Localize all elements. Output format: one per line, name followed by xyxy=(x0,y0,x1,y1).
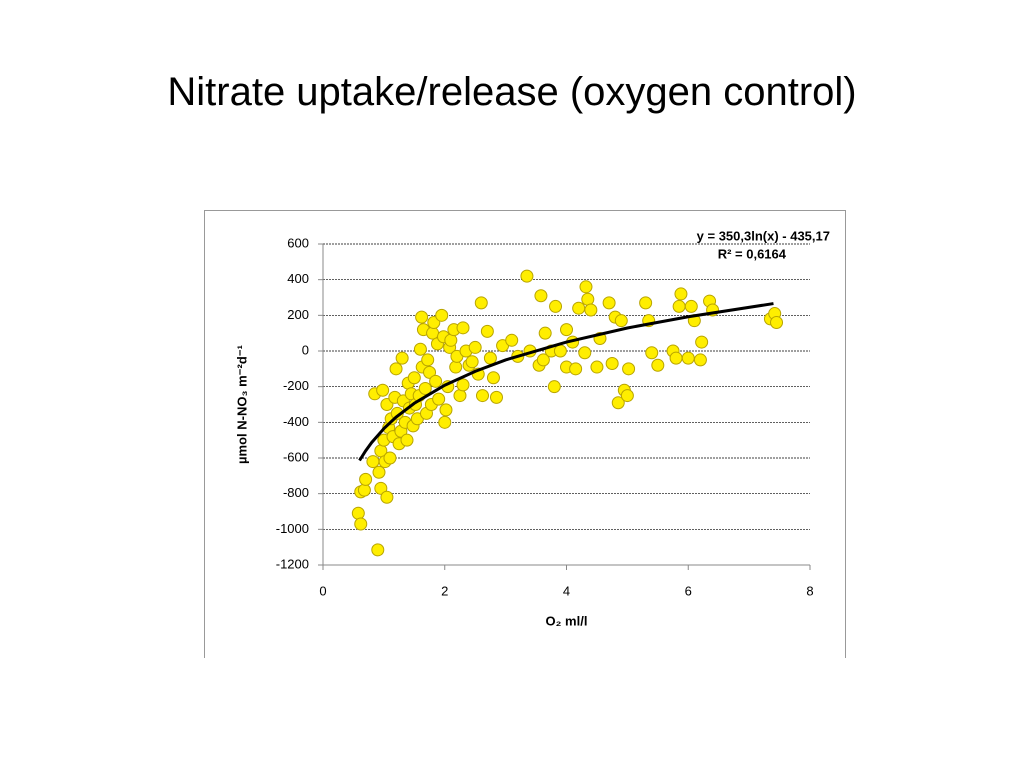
data-point xyxy=(547,380,561,394)
data-point xyxy=(374,481,388,495)
data-point xyxy=(620,389,634,403)
data-point xyxy=(553,344,567,358)
data-point xyxy=(584,303,598,317)
data-point xyxy=(366,455,380,469)
data-point xyxy=(520,269,534,283)
data-point xyxy=(549,299,563,313)
x-tick-label: 8 xyxy=(806,583,813,598)
y-tick-label: -400 xyxy=(283,414,309,429)
data-point xyxy=(383,451,397,465)
data-point xyxy=(474,296,488,310)
data-point xyxy=(681,351,695,365)
x-tick-label: 4 xyxy=(563,583,570,598)
data-point xyxy=(395,351,409,365)
y-tick-label: -1000 xyxy=(276,521,309,536)
data-point xyxy=(407,371,421,385)
data-point xyxy=(380,490,394,504)
data-point xyxy=(426,326,440,340)
slide-title: Nitrate uptake/release (oxygen control) xyxy=(167,70,857,114)
data-point xyxy=(489,390,503,404)
data-point xyxy=(645,346,659,360)
data-point xyxy=(468,340,482,354)
data-point xyxy=(371,543,385,557)
data-point xyxy=(770,315,784,329)
x-tick-label: 2 xyxy=(441,583,448,598)
data-point xyxy=(456,378,470,392)
data-point xyxy=(475,389,489,403)
data-point xyxy=(534,289,548,303)
data-point xyxy=(456,321,470,335)
data-point xyxy=(421,353,435,367)
data-point xyxy=(560,323,573,337)
data-point xyxy=(432,392,446,406)
y-axis-label: µmol N-NO₃ m⁻²d⁻¹ xyxy=(234,345,249,464)
data-point xyxy=(611,396,625,410)
data-point xyxy=(376,383,390,397)
data-point xyxy=(480,324,494,338)
data-point xyxy=(693,353,707,367)
y-tick-label: -200 xyxy=(283,378,309,393)
data-point xyxy=(423,365,437,379)
data-point xyxy=(354,517,368,531)
data-point xyxy=(569,362,583,376)
data-point xyxy=(602,296,616,310)
data-point xyxy=(429,374,443,388)
r-squared: R² = 0,6164 xyxy=(718,246,787,261)
y-tick-label: -1200 xyxy=(276,556,309,571)
trend-line xyxy=(358,302,774,462)
data-point xyxy=(449,360,463,374)
data-point xyxy=(400,433,414,447)
data-point xyxy=(439,403,453,417)
data-point xyxy=(674,287,688,301)
data-point xyxy=(572,301,586,315)
y-tick-label: 400 xyxy=(287,271,309,286)
data-point xyxy=(578,346,592,360)
data-point xyxy=(672,299,686,313)
data-point xyxy=(418,381,432,395)
x-tick-label: 6 xyxy=(685,583,692,598)
y-tick-label: 600 xyxy=(287,235,309,250)
data-point xyxy=(465,355,479,369)
data-point xyxy=(639,296,653,310)
data-point xyxy=(483,351,497,365)
chart-frame xyxy=(204,210,846,658)
data-point xyxy=(669,351,683,365)
data-point xyxy=(622,362,636,376)
y-tick-label: 200 xyxy=(287,307,309,322)
equation: y = 350,3ln(x) - 435,17 xyxy=(697,228,830,243)
data-point xyxy=(351,506,365,520)
data-point xyxy=(435,308,449,322)
data-point xyxy=(695,335,709,349)
y-tick-label: 0 xyxy=(302,342,309,357)
y-tick-label: -800 xyxy=(283,485,309,500)
data-point xyxy=(651,358,665,372)
data-point xyxy=(359,472,373,486)
data-point xyxy=(684,299,698,313)
data-point xyxy=(444,333,458,347)
data-point xyxy=(453,389,467,403)
data-point xyxy=(415,310,429,324)
data-point xyxy=(605,356,619,370)
y-tick-label: -600 xyxy=(283,449,309,464)
data-point xyxy=(590,360,604,374)
data-point xyxy=(614,314,628,328)
data-point xyxy=(413,342,427,356)
x-axis-label: O₂ ml/l xyxy=(546,613,588,628)
x-tick-label: 0 xyxy=(319,583,326,598)
data-point xyxy=(581,292,595,306)
data-point xyxy=(372,465,386,479)
data-point xyxy=(538,326,552,340)
data-point xyxy=(486,371,500,385)
data-point xyxy=(389,362,403,376)
data-point xyxy=(505,333,519,347)
data-point xyxy=(357,483,371,497)
data-point xyxy=(438,415,452,429)
data-point xyxy=(579,280,593,294)
data-point xyxy=(536,353,550,367)
